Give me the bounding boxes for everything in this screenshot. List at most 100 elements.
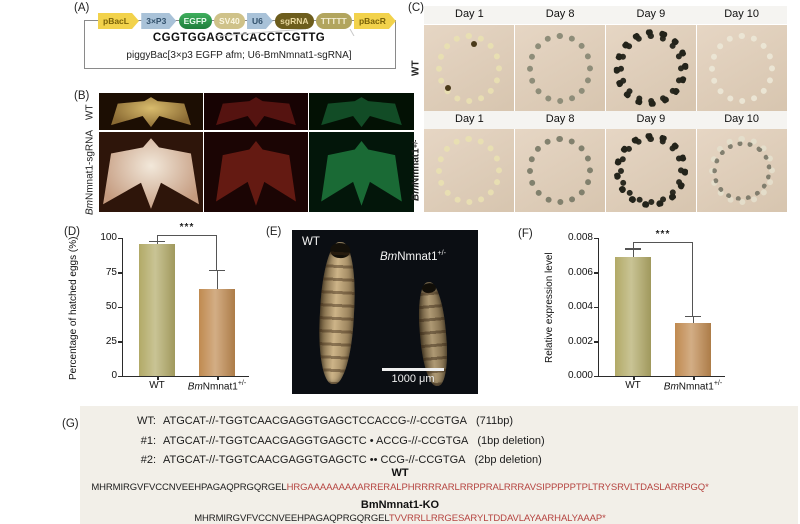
- day-label: Day 9: [636, 8, 666, 20]
- bar: [139, 243, 175, 376]
- xcat: WT: [625, 380, 641, 391]
- ytick-label: 100: [100, 232, 117, 243]
- panel-b-label: (B): [74, 90, 90, 102]
- plot-area: 0.000 0.002 0.004 0.006 0.008 WT BmNmnat1+/- **…: [568, 229, 725, 392]
- construct-name: piggyBac[3×p3 EGFP afm; U6-BmNmnat1-sgRN…: [126, 50, 352, 61]
- panel-b-row-label-sgrna: Bm Nmnat1-sgRNA: [84, 129, 96, 215]
- moth-photo-sgrna-green-channel: [309, 132, 414, 212]
- egg-photo-wt-day10: [697, 25, 787, 112]
- egg-photo-wt-day1: [424, 25, 514, 112]
- panel-c-row-label-mutant: Bm Nmnat1 +/-: [410, 139, 422, 202]
- day-label: Day 1: [455, 113, 484, 125]
- bar: [615, 256, 651, 376]
- protein-ko-heading: BmNmnat1-KO: [360, 499, 440, 511]
- panel-e-label: (E): [266, 226, 282, 238]
- construct-element-3×p3: 3×P3: [141, 13, 176, 29]
- day-label: Day 8: [545, 8, 575, 20]
- ytick-mark: [118, 237, 123, 239]
- dna-note: (2bp deletion): [474, 454, 542, 466]
- dna-note: (1bp deletion): [477, 435, 545, 447]
- sig-h: [157, 234, 217, 236]
- dna-line-name: WT:: [137, 415, 156, 427]
- moth-photo-wt-brightfield: [99, 93, 203, 130]
- day-label: Day 10: [724, 8, 760, 20]
- mutant-larva: [415, 281, 451, 387]
- hatched-eggs-bar-chart: Percentage of hatched eggs (%) 0 25 50 75 10…: [64, 222, 264, 411]
- dna-sequence: ATGCAT-//-TGGTCAACGAGGTGAGCTCCACCG-//-CC…: [163, 415, 467, 427]
- panel-c-day-header-row1: Day 1 Day 8 Day 9 Day 10: [424, 6, 787, 24]
- sig-v: [692, 242, 693, 316]
- dna-line-name: #2:: [140, 454, 156, 466]
- bar: [199, 289, 235, 376]
- egg-photo-mutant-day9: [606, 129, 696, 212]
- moth-photo-sgrna-red-channel: [204, 132, 308, 212]
- xcat: WT: [149, 380, 165, 391]
- whisker-line: [216, 269, 218, 290]
- ytick-mark: [594, 375, 599, 377]
- xcat: BmNmnat1+/-: [663, 380, 723, 393]
- dna-sequence: ATGCAT-//-TGGTCAACGAGGTGAGCTC •• CCG-//-…: [163, 454, 466, 466]
- protein-wt-common: MHRMIRGVFVCCNVEEHPAGAQPRGQRGEL: [91, 482, 287, 493]
- sig-v: [157, 234, 158, 241]
- protein-ko-sequence: MHRMIRGVFVCCNVEEHPAGAQPRGQRGELTVVRRLLRRG…: [40, 513, 760, 524]
- panel-a-label: (A): [74, 2, 90, 14]
- panel-c-label: (C): [408, 2, 424, 14]
- egg-photo-mutant-day8: [515, 129, 605, 212]
- xtick: [217, 376, 219, 380]
- whisker-cap: [685, 315, 701, 318]
- whisker-line: [692, 315, 694, 323]
- panel-f-label: (F): [518, 228, 533, 240]
- ytick-mark: [118, 272, 123, 274]
- panel-c-day-header-row2: Day 1 Day 8 Day 9 Day 10: [424, 111, 787, 129]
- panel-b-row-label-wt: WT: [84, 104, 96, 121]
- larvae-photo: WT BmNmnat1+/- 1000 μm: [292, 230, 478, 394]
- construct-element-u6: U6: [247, 13, 273, 29]
- sig-v: [216, 234, 217, 270]
- relative-expression-bar-chart: Relative expression level 0.000 0.002 0.00…: [540, 226, 740, 411]
- panel-d-label: (D): [64, 226, 80, 238]
- dna-row-wt: WT: ATGCAT-//-TGGTCAACGAGGTGAGCTCCACCG-/…: [128, 411, 688, 431]
- xcat: BmNmnat1+/-: [187, 380, 247, 393]
- sig-stars: ***: [655, 229, 671, 241]
- larvae-wt-label: WT: [302, 236, 320, 248]
- moth-photo-wt-red-channel: [204, 93, 308, 130]
- whisker-cap: [149, 240, 165, 243]
- dna-line-name: #1:: [140, 435, 156, 447]
- ytick-label: 0.002: [567, 335, 593, 347]
- ytick-mark: [118, 341, 123, 343]
- ytick-label: 0.000: [567, 370, 593, 381]
- sgrna-target-sequence: CGGTGGAGCTCACCTCGTTG: [152, 32, 326, 44]
- scale-bar: [382, 368, 444, 371]
- ytick-mark: [594, 237, 599, 239]
- day-label: Day 1: [455, 8, 484, 20]
- bar: [675, 322, 711, 376]
- ytick-label: 0.008: [567, 232, 593, 243]
- ytick-label: 0.006: [567, 266, 593, 278]
- plot-area: 0 25 50 75 100 WT BmNmnat1+/- ***: [100, 222, 249, 392]
- ytick-mark: [594, 341, 599, 343]
- day-label: Day 10: [724, 113, 760, 125]
- panel-g-label: (G): [62, 418, 79, 430]
- dna-row-allele2: #2: ATGCAT-//-TGGTCAACGAGGTGAGCTC •• CCG…: [128, 450, 688, 470]
- ytick-label: 0: [111, 370, 117, 381]
- sig-h: [633, 242, 693, 244]
- ytick-label: 50: [105, 301, 117, 312]
- ytick-mark: [594, 306, 599, 308]
- sig-stars: ***: [179, 221, 195, 233]
- moth-photo-sgrna-brightfield: [99, 132, 203, 212]
- xtick: [157, 376, 159, 380]
- scale-bar-label: 1000 μm: [391, 373, 435, 385]
- ytick-label: 75: [105, 266, 117, 278]
- protein-wt-unique: HRGAAAAAAAAARRERALPHRRRRARLRRPPRALRRRAVS…: [286, 482, 709, 493]
- construct-element-sgrna: sgRNA: [275, 13, 314, 29]
- panel-c-row-label-wt: WT: [410, 60, 422, 77]
- whisker-line: [632, 248, 634, 257]
- y-axis-label: Relative expression level: [544, 252, 555, 364]
- panel-g-background: [80, 406, 798, 524]
- construct-element-egfp: EGFP: [178, 13, 212, 29]
- ytick-mark: [118, 306, 123, 308]
- sig-v: [633, 242, 634, 249]
- protein-ko-unique: TVVRRLLRRGESARYLTDDAVLAYAARHALYAAAP*: [388, 513, 606, 524]
- protein-wt-sequence: MHRMIRGVFVCCNVEEHPAGAQPRGQRGELHRGAAAAAAA…: [40, 482, 760, 493]
- dna-row-allele1: #1: ATGCAT-//-TGGTCAACGAGGTGAGCTC • ACCG…: [128, 431, 688, 451]
